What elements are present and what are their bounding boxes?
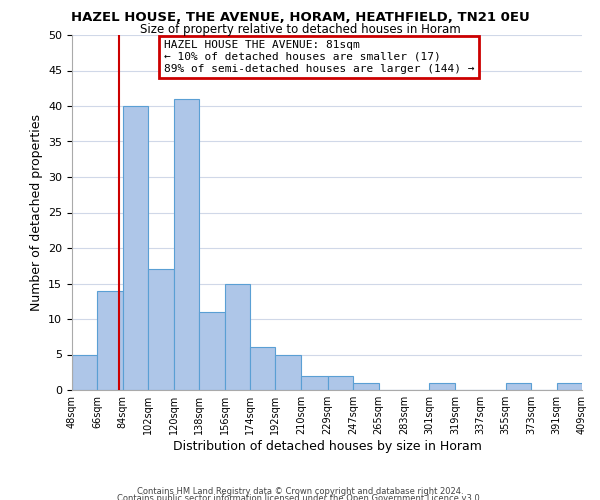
Text: Size of property relative to detached houses in Horam: Size of property relative to detached ho… <box>140 22 460 36</box>
Bar <box>97 290 123 390</box>
Bar <box>430 383 455 390</box>
Text: Contains public sector information licensed under the Open Government Licence v3: Contains public sector information licen… <box>118 494 482 500</box>
X-axis label: Distribution of detached houses by size in Horam: Distribution of detached houses by size … <box>173 440 481 453</box>
Bar <box>506 383 531 390</box>
Text: Contains HM Land Registry data © Crown copyright and database right 2024.: Contains HM Land Registry data © Crown c… <box>137 488 463 496</box>
Text: HAZEL HOUSE, THE AVENUE, HORAM, HEATHFIELD, TN21 0EU: HAZEL HOUSE, THE AVENUE, HORAM, HEATHFIE… <box>71 11 529 24</box>
Bar <box>174 99 199 390</box>
Bar <box>72 354 97 390</box>
Bar <box>224 284 250 390</box>
Text: HAZEL HOUSE THE AVENUE: 81sqm
← 10% of detached houses are smaller (17)
89% of s: HAZEL HOUSE THE AVENUE: 81sqm ← 10% of d… <box>164 40 475 74</box>
Bar <box>250 348 275 390</box>
Bar <box>353 383 379 390</box>
Bar <box>123 106 148 390</box>
Bar <box>148 270 174 390</box>
Bar <box>275 354 301 390</box>
Bar <box>328 376 353 390</box>
Bar <box>557 383 582 390</box>
Y-axis label: Number of detached properties: Number of detached properties <box>29 114 43 311</box>
Bar <box>199 312 224 390</box>
Bar <box>301 376 328 390</box>
